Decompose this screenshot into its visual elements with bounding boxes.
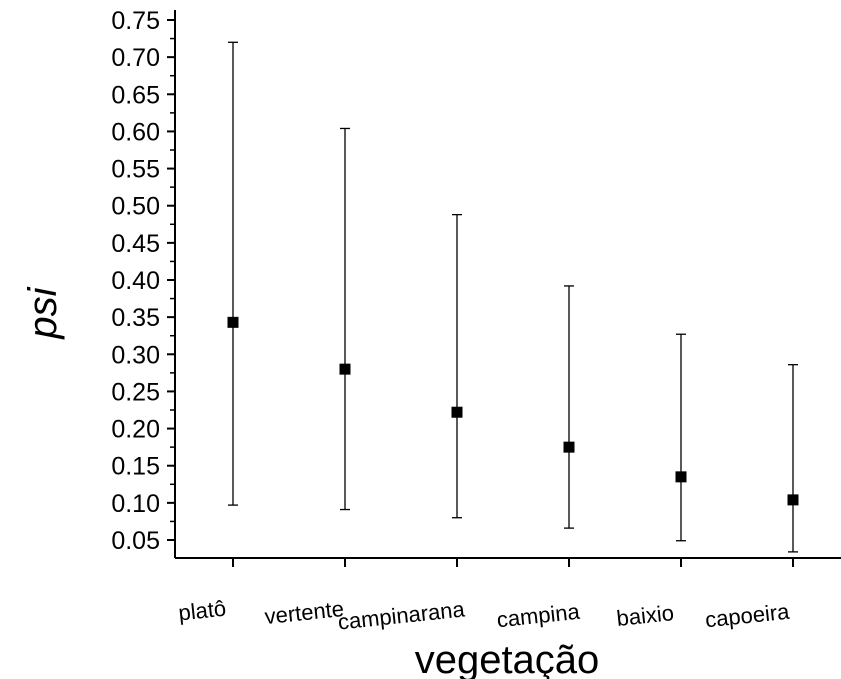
x-category-label: baixio	[615, 600, 675, 631]
y-tick-label: 0.55	[111, 156, 160, 184]
y-tick-label: 0.30	[111, 341, 160, 369]
data-point	[451, 406, 463, 418]
x-axis-title: vegetação	[415, 638, 600, 679]
y-tick-label: 0.65	[111, 81, 160, 109]
y-tick-label: 0.20	[111, 416, 160, 444]
y-tick-label: 0.05	[111, 527, 160, 555]
y-axis-title: psi	[21, 286, 65, 339]
data-point	[339, 363, 351, 375]
y-tick-label: 0.15	[111, 453, 160, 481]
data-point	[227, 316, 239, 328]
y-axis-ticks: 0.05 0.10 0.15 0.20 0.25 0.30 0.35 0.40 0.45 0.50…	[111, 7, 175, 555]
x-category-label: capoeira	[704, 599, 791, 633]
y-tick-label: 0.50	[111, 193, 160, 221]
x-category-label: campinarana	[337, 596, 467, 634]
x-category-label: platô	[177, 596, 227, 626]
y-tick-label: 0.70	[111, 44, 160, 72]
y-tick-label: 0.75	[111, 7, 160, 35]
data-point	[563, 441, 575, 453]
data-point	[675, 471, 687, 483]
x-category-label: vertente	[263, 596, 345, 629]
y-tick-label: 0.60	[111, 118, 160, 146]
plot-area	[227, 41, 799, 553]
y-tick-label: 0.40	[111, 267, 160, 295]
x-category-label: campina	[496, 599, 582, 633]
y-tick-label: 0.25	[111, 378, 160, 406]
y-tick-label: 0.10	[111, 490, 160, 518]
y-tick-label: 0.35	[111, 304, 160, 332]
data-point	[787, 494, 799, 506]
y-tick-label: 0.45	[111, 230, 160, 258]
